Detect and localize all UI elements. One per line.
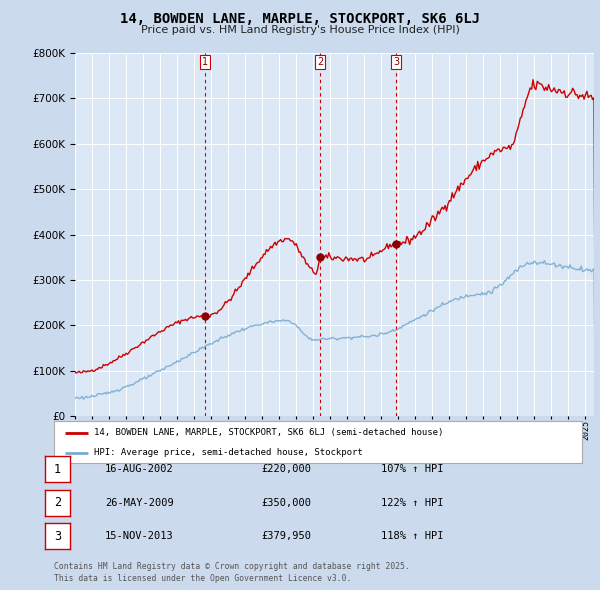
Text: 3: 3 — [54, 530, 61, 543]
Text: 122% ↑ HPI: 122% ↑ HPI — [381, 498, 443, 507]
Text: Contains HM Land Registry data © Crown copyright and database right 2025.
This d: Contains HM Land Registry data © Crown c… — [54, 562, 410, 583]
Text: Price paid vs. HM Land Registry's House Price Index (HPI): Price paid vs. HM Land Registry's House … — [140, 25, 460, 35]
Text: 1: 1 — [54, 463, 61, 476]
Text: 14, BOWDEN LANE, MARPLE, STOCKPORT, SK6 6LJ: 14, BOWDEN LANE, MARPLE, STOCKPORT, SK6 … — [120, 12, 480, 26]
Text: 14, BOWDEN LANE, MARPLE, STOCKPORT, SK6 6LJ (semi-detached house): 14, BOWDEN LANE, MARPLE, STOCKPORT, SK6 … — [94, 428, 443, 437]
Text: 1: 1 — [202, 57, 208, 67]
Text: £220,000: £220,000 — [261, 464, 311, 474]
Text: £350,000: £350,000 — [261, 498, 311, 507]
Text: 2: 2 — [317, 57, 323, 67]
Text: 15-NOV-2013: 15-NOV-2013 — [105, 532, 174, 541]
Text: 3: 3 — [393, 57, 400, 67]
Text: 118% ↑ HPI: 118% ↑ HPI — [381, 532, 443, 541]
Text: 107% ↑ HPI: 107% ↑ HPI — [381, 464, 443, 474]
Text: 16-AUG-2002: 16-AUG-2002 — [105, 464, 174, 474]
Text: £379,950: £379,950 — [261, 532, 311, 541]
Text: 26-MAY-2009: 26-MAY-2009 — [105, 498, 174, 507]
Text: 2: 2 — [54, 496, 61, 509]
Text: HPI: Average price, semi-detached house, Stockport: HPI: Average price, semi-detached house,… — [94, 448, 362, 457]
